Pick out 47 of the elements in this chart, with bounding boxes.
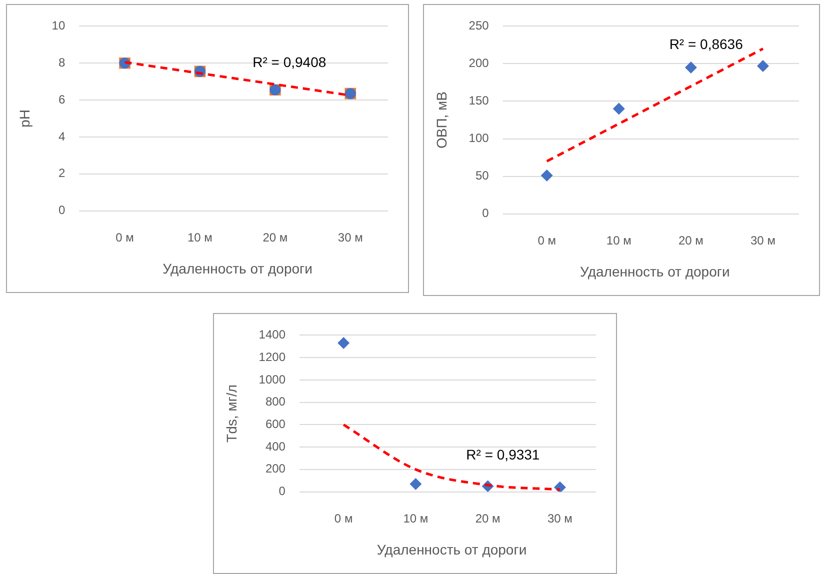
y-tick-label: 6 <box>58 92 66 106</box>
y-tick-label: 1000 <box>258 372 286 386</box>
y-tick-label: 150 <box>468 94 490 108</box>
x-tick-label: 0 м <box>538 233 556 248</box>
y-tick-label: 800 <box>265 394 286 409</box>
y-tick-label: 0 <box>278 484 286 498</box>
annotation: R² = 0,9331 <box>466 446 540 463</box>
y-tick-label: 10 <box>52 18 66 33</box>
point <box>684 61 697 74</box>
y-tick-label: 400 <box>265 439 286 454</box>
annotation: R² = 0,9408 <box>252 54 326 70</box>
x-tick-label: 10 м <box>403 511 428 526</box>
x-tick-label: 30 м <box>338 230 363 244</box>
y-tick-label: 50 <box>475 168 490 183</box>
y-tick-label: 250 <box>468 18 490 33</box>
y-tick-label: 100 <box>468 131 490 146</box>
point <box>410 478 422 490</box>
y-tick-label: 4 <box>58 129 66 144</box>
point <box>540 170 553 182</box>
y-tick-label: 8 <box>58 55 66 70</box>
x-tick-label: 10 м <box>606 233 632 248</box>
y-tick-label: 0 <box>58 203 66 218</box>
x-axis-title: Удаленность от дороги <box>376 541 527 558</box>
x-tick-label: 20 м <box>475 511 500 526</box>
x-tick-label: 0 м <box>334 511 353 526</box>
x-tick-label: 30 м <box>750 233 776 248</box>
y-tick-label: 1200 <box>258 350 286 364</box>
x-tick-label: 10 м <box>188 230 212 244</box>
y-tick-label: 600 <box>265 417 286 431</box>
x-tick-label: 30 м <box>547 511 572 526</box>
y-axis-title: ОВП, мВ <box>433 91 450 149</box>
y-tick-label: 2 <box>58 166 66 180</box>
y-axis-title: Tds, мг/л <box>223 384 240 442</box>
y-tick-label: 0 <box>482 206 490 220</box>
x-axis-title: Удаленность от дороги <box>162 260 312 276</box>
point <box>338 337 350 350</box>
y-tick-label: 200 <box>468 56 490 70</box>
y-tick-label: 200 <box>265 462 286 476</box>
x-tick-label: 20 м <box>262 230 288 244</box>
y-tick-label: 1400 <box>258 328 286 342</box>
x-tick-label: 20 м <box>678 233 704 248</box>
x-tick-label: 0 м <box>116 230 134 244</box>
annotation: R² = 0,8636 <box>669 36 744 52</box>
x-axis-title: Удаленность от дороги <box>580 263 730 280</box>
point <box>756 60 769 72</box>
y-axis-title: pH <box>16 110 32 128</box>
point <box>612 102 625 115</box>
